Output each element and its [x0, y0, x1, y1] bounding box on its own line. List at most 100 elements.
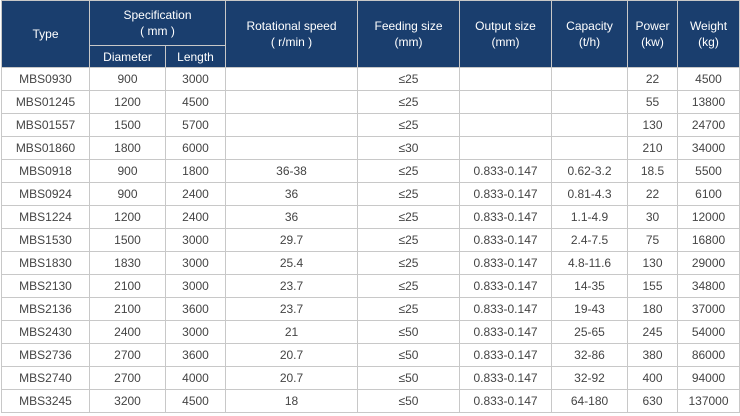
cell-power: 22: [627, 182, 679, 206]
cell-rotational-speed: 20.7: [225, 343, 359, 367]
header-rotational-speed: Rotational speed ( r/min ): [225, 0, 359, 68]
cell-capacity: [551, 136, 629, 160]
table-row: MBS2430 2400 3000 21 ≤50 0.833-0.147 25-65 245 5…: [1, 320, 740, 344]
cell-output-size: 0.833-0.147: [459, 159, 553, 183]
header-power: Power (kw): [627, 0, 679, 68]
cell-feeding-size: ≤50: [357, 389, 461, 413]
cell-weight: 86000: [677, 343, 740, 367]
cell-capacity: 4.8-11.6: [551, 251, 629, 275]
cell-diameter: 900: [89, 67, 166, 91]
cell-weight: 6100: [677, 182, 740, 206]
cell-capacity: 0.62-3.2: [551, 159, 629, 183]
cell-rotational-speed: 29.7: [225, 228, 359, 252]
cell-rotational-speed: 20.7: [225, 366, 359, 390]
cell-type: MBS01557: [1, 113, 90, 137]
cell-output-size: 0.833-0.147: [459, 366, 553, 390]
cell-length: 2400: [164, 205, 227, 229]
cell-weight: 4500: [677, 67, 740, 91]
cell-feeding-size: ≤25: [357, 251, 461, 275]
cell-diameter: 2700: [89, 343, 166, 367]
cell-power: 30: [627, 205, 679, 229]
cell-type: MBS1224: [1, 205, 90, 229]
cell-capacity: 0.81-4.3: [551, 182, 629, 206]
cell-type: MBS0924: [1, 182, 90, 206]
cell-feeding-size: ≤25: [357, 297, 461, 321]
cell-length: 3600: [164, 343, 227, 367]
header-type: Type: [1, 0, 90, 68]
cell-rotational-speed: 23.7: [225, 274, 359, 298]
cell-feeding-size: ≤50: [357, 320, 461, 344]
cell-type: MBS2736: [1, 343, 90, 367]
cell-feeding-size: ≤25: [357, 67, 461, 91]
cell-power: 18.5: [627, 159, 679, 183]
cell-rotational-speed: 36: [225, 205, 359, 229]
cell-output-size: 0.833-0.147: [459, 228, 553, 252]
cell-power: 630: [627, 389, 679, 413]
header-specification: Specification ( mm ): [88, 0, 227, 46]
cell-feeding-size: ≤50: [357, 366, 461, 390]
table-row: MBS3245 3200 4500 18 ≤50 0.833-0.147 64-180 630…: [1, 389, 740, 413]
cell-weight: 137000: [677, 389, 740, 413]
cell-power: 400: [627, 366, 679, 390]
cell-output-size: [459, 67, 553, 91]
table-header: Type Specification ( mm ) Rotational spe…: [1, 0, 740, 68]
cell-diameter: 2700: [89, 366, 166, 390]
cell-length: 1800: [164, 159, 227, 183]
cell-length: 6000: [164, 136, 227, 160]
cell-feeding-size: ≤25: [357, 182, 461, 206]
cell-length: 3000: [164, 67, 227, 91]
header-output-size: Output size (mm): [459, 0, 553, 68]
cell-output-size: 0.833-0.147: [459, 274, 553, 298]
cell-power: 155: [627, 274, 679, 298]
cell-capacity: 2.4-7.5: [551, 228, 629, 252]
cell-output-size: 0.833-0.147: [459, 182, 553, 206]
cell-weight: 29000: [677, 251, 740, 275]
cell-weight: 37000: [677, 297, 740, 321]
cell-length: 3600: [164, 297, 227, 321]
cell-rotational-speed: [225, 67, 359, 91]
cell-output-size: 0.833-0.147: [459, 320, 553, 344]
cell-rotational-speed: 36: [225, 182, 359, 206]
cell-output-size: 0.833-0.147: [459, 343, 553, 367]
header-specification-unit: ( mm ): [140, 24, 175, 38]
cell-length: 4500: [164, 389, 227, 413]
cell-output-size: 0.833-0.147: [459, 205, 553, 229]
cell-weight: 5500: [677, 159, 740, 183]
cell-weight: 24700: [677, 113, 740, 137]
cell-capacity: 64-180: [551, 389, 629, 413]
cell-type: MBS01245: [1, 90, 90, 114]
cell-power: 22: [627, 67, 679, 91]
cell-power: 380: [627, 343, 679, 367]
table-row: MBS1530 1500 3000 29.7 ≤25 0.833-0.147 2.4-7.5…: [1, 228, 740, 252]
table-row: MBS01245 1200 4500 ≤25 55 13800: [1, 90, 740, 114]
cell-diameter: 3200: [89, 389, 166, 413]
cell-rotational-speed: 23.7: [225, 297, 359, 321]
cell-type: MBS1530: [1, 228, 90, 252]
cell-weight: 13800: [677, 90, 740, 114]
cell-type: MBS2430: [1, 320, 90, 344]
cell-type: MBS01860: [1, 136, 90, 160]
table-body: MBS0930 900 3000 ≤25 22 4500 MBS01245 1200 4500 ≤…: [1, 67, 740, 413]
header-capacity: Capacity (t/h): [551, 0, 629, 68]
cell-feeding-size: ≤25: [357, 159, 461, 183]
table-row: MBS1224 1200 2400 36 ≤25 0.833-0.147 1.1-4.9 30…: [1, 205, 740, 229]
header-weight: Weight (kg): [677, 0, 740, 68]
cell-diameter: 1500: [89, 113, 166, 137]
cell-rotational-speed: 36-38: [225, 159, 359, 183]
cell-capacity: 32-92: [551, 366, 629, 390]
cell-type: MBS0918: [1, 159, 90, 183]
cell-type: MBS2136: [1, 297, 90, 321]
table-row: MBS2130 2100 3000 23.7 ≤25 0.833-0.147 14-35 15…: [1, 274, 740, 298]
cell-diameter: 2100: [89, 274, 166, 298]
cell-diameter: 1200: [89, 205, 166, 229]
cell-diameter: 1800: [89, 136, 166, 160]
table-row: MBS0924 900 2400 36 ≤25 0.833-0.147 0.81-4.3 22…: [1, 182, 740, 206]
cell-length: 3000: [164, 251, 227, 275]
cell-power: 210: [627, 136, 679, 160]
cell-diameter: 2400: [89, 320, 166, 344]
cell-diameter: 900: [89, 159, 166, 183]
cell-rotational-speed: 18: [225, 389, 359, 413]
cell-type: MBS3245: [1, 389, 90, 413]
cell-capacity: [551, 113, 629, 137]
